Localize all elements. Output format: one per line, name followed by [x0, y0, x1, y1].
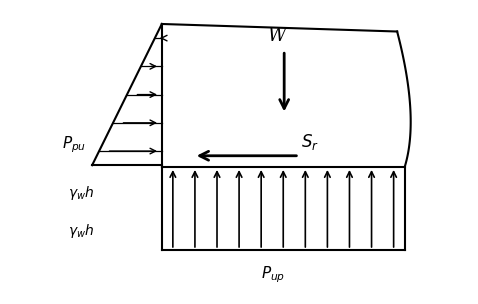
- Text: $P_{up}$: $P_{up}$: [261, 264, 285, 285]
- Text: $\gamma_w h$: $\gamma_w h$: [68, 185, 94, 202]
- Text: $P_{pu}$: $P_{pu}$: [62, 134, 86, 155]
- Text: W: W: [268, 27, 287, 45]
- Text: $S_r$: $S_r$: [301, 132, 319, 152]
- Text: $\gamma_w h$: $\gamma_w h$: [68, 222, 94, 240]
